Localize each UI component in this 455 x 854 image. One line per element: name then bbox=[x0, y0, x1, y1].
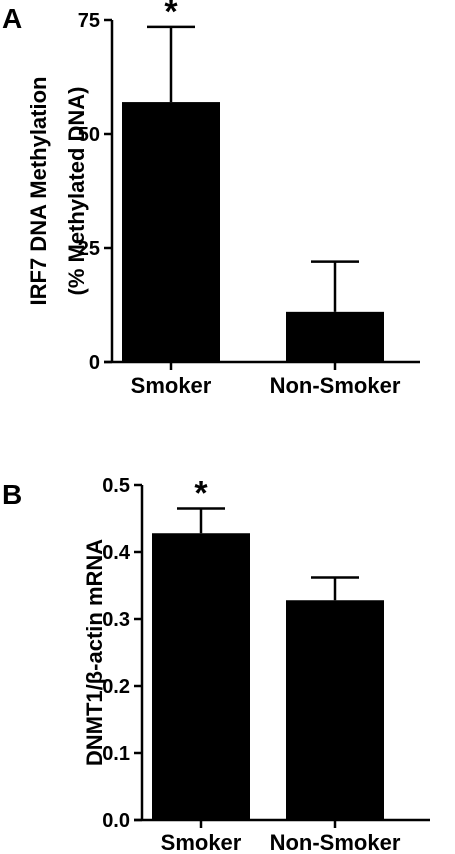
category-label: Non-Smoker bbox=[270, 830, 401, 854]
y-tick-label: 0.3 bbox=[102, 609, 130, 631]
significance-mark: * bbox=[194, 474, 208, 512]
bar-smoker bbox=[152, 533, 250, 820]
y-tick-label: 0 bbox=[89, 352, 100, 374]
bar-smoker bbox=[122, 102, 220, 362]
y-tick-label: 25 bbox=[78, 238, 100, 260]
y-tick-label: 75 bbox=[78, 10, 100, 32]
y-axis-label: (% Methylated DNA) bbox=[64, 86, 89, 295]
y-tick-label: 0.2 bbox=[102, 676, 130, 698]
panel-b-chart: B 0.0 0.1 0.2 0.3 0.4 0.5 DNMT1/β-actin mRNA Smo… bbox=[2, 474, 430, 854]
y-tick-label: 0.5 bbox=[102, 475, 130, 497]
category-label: Smoker bbox=[161, 830, 242, 854]
bar-non-smoker bbox=[286, 311, 384, 362]
y-tick-label: 0.1 bbox=[102, 743, 130, 765]
y-tick-label: 0.4 bbox=[102, 542, 131, 564]
y-axis-label: IRF7 DNA Methylation bbox=[26, 77, 51, 306]
category-label: Non-Smoker bbox=[270, 373, 401, 398]
y-tick-label: 0.0 bbox=[102, 810, 130, 832]
panel-letter: A bbox=[2, 3, 22, 34]
y-tick-label: 50 bbox=[78, 124, 100, 146]
panel-a-chart: A 0 25 50 75 IRF7 DNA Methylation (% Methylate… bbox=[2, 0, 420, 398]
significance-mark: * bbox=[164, 0, 178, 31]
bar-non-smoker bbox=[286, 600, 384, 820]
panel-letter: B bbox=[2, 479, 22, 510]
y-axis-label: DNMT1/β-actin mRNA bbox=[82, 539, 107, 766]
category-label: Smoker bbox=[131, 373, 212, 398]
